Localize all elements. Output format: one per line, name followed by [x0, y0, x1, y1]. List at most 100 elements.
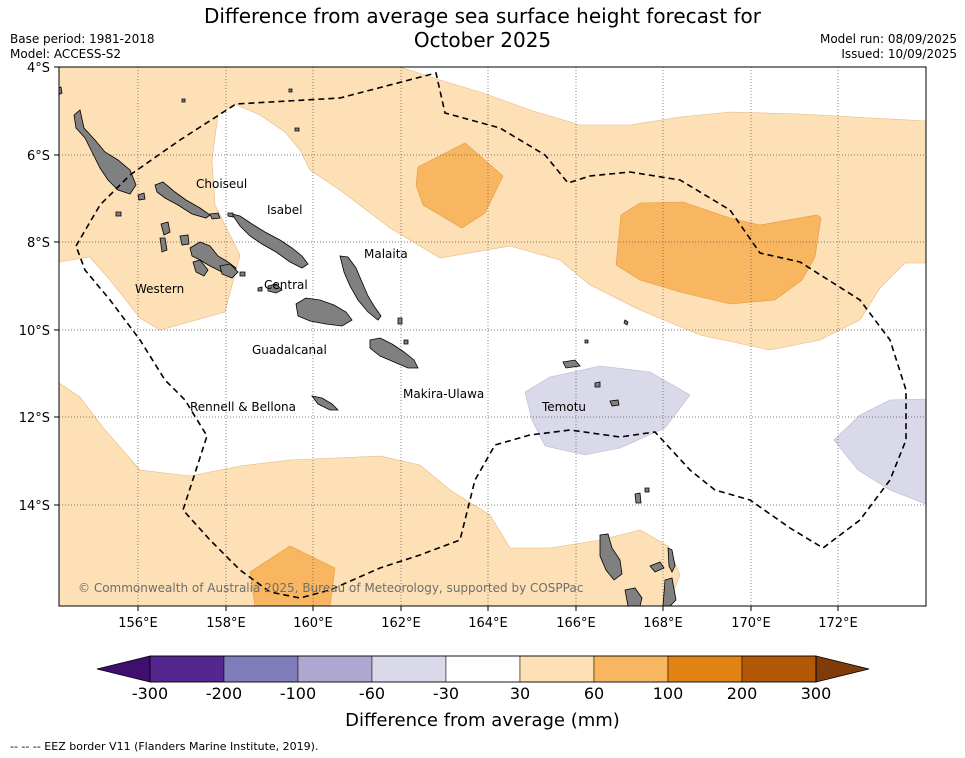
- colorbar-extend-high: [815, 655, 870, 683]
- meta-left: Base period: 1981-2018 Model: ACCESS-S2: [10, 32, 155, 62]
- model-name: Model: ACCESS-S2: [10, 47, 122, 61]
- islet-3: [294, 127, 300, 132]
- ranongga: [159, 237, 168, 253]
- maewo-island: [667, 547, 676, 573]
- anomaly-mid-orange-2: [615, 201, 822, 305]
- colorbar-bin-2: [223, 655, 299, 683]
- lon-label-160: 160°E: [293, 616, 333, 631]
- lon-label-162: 162°E: [381, 616, 421, 631]
- colorbar-extend-low: [96, 655, 151, 683]
- colorbar-bin-7: [593, 655, 669, 683]
- eez-footnote: -- -- -- EEZ border V11 (Flanders Marine…: [10, 740, 319, 753]
- colorbar-outline: [149, 655, 817, 683]
- lat-label-6: 6°S: [27, 149, 50, 164]
- colorbar-bin-3: [297, 655, 373, 683]
- province-labels: Choiseul Isabel Malaita Western Central …: [135, 177, 586, 414]
- vella-lavella: [160, 221, 171, 236]
- colorbar-tick-4: -60: [359, 684, 385, 700]
- rendova: [192, 259, 209, 277]
- colorbar-bin-4: [371, 655, 447, 683]
- choiseul-islet: [209, 212, 221, 220]
- colorbar-bin-1: [149, 655, 225, 683]
- lat-label-4: 4°S: [27, 61, 50, 76]
- lon-label-172: 172°E: [818, 616, 858, 631]
- pentecost: [662, 577, 677, 606]
- ambae-island: [649, 561, 665, 573]
- lat-label-12: 12°S: [19, 411, 50, 426]
- place-label-rennell-bellona: Rennell & Bellona: [190, 400, 296, 414]
- nendo-islet: [594, 381, 601, 388]
- colorbar-tick-9: 200: [727, 684, 758, 700]
- colorbar-tick-2: -200: [206, 684, 242, 700]
- colorbar-tick-7: 60: [584, 684, 604, 700]
- espiritu-santo: [599, 533, 623, 581]
- lon-label-166: 166°E: [556, 616, 596, 631]
- banks-islands: [644, 487, 650, 493]
- tick-marks: [54, 66, 839, 611]
- kolombangara: [179, 234, 190, 246]
- colorbar-tick-5: -30: [433, 684, 459, 700]
- vangunu: [219, 263, 239, 279]
- anomaly-light-orange-south: [59, 382, 681, 606]
- buka-island: [59, 86, 63, 95]
- place-label-makira-ulawa: Makira-Ulawa: [403, 387, 484, 401]
- lon-label-158: 158°E: [206, 616, 246, 631]
- colorbar: [96, 655, 870, 683]
- title-line-1: Difference from average sea surface heig…: [203, 4, 762, 28]
- copyright-notice: © Commonwealth of Australia 2025, Bureau…: [78, 581, 583, 595]
- guadalcanal-island: [295, 297, 353, 327]
- islet-1: [181, 98, 186, 103]
- issued-date: Issued: 10/09/2025: [841, 47, 957, 61]
- place-label-malaita: Malaita: [364, 247, 408, 261]
- ulawa-island: [403, 339, 409, 345]
- vanikoro: [609, 399, 620, 407]
- russell-islands: [239, 271, 246, 277]
- colorbar-tick-10: 300: [801, 684, 832, 700]
- model-run: Model run: 08/09/2025: [819, 32, 957, 46]
- place-label-isabel: Isabel: [267, 203, 302, 217]
- lon-label-156: 156°E: [118, 616, 158, 631]
- islet-5: [115, 211, 122, 217]
- colorbar-bin-5: [445, 655, 521, 683]
- makira-island: [369, 337, 419, 369]
- malaita-island: [339, 255, 382, 321]
- islet-4: [623, 319, 629, 326]
- anomaly-mid-orange-1: [415, 142, 504, 229]
- anomaly-light-purple-2: [833, 398, 926, 505]
- land-masses: [59, 86, 677, 606]
- latitude-labels: 4°S 6°S 8°S 10°S 12°S 14°S: [19, 61, 50, 514]
- small-malaita: [397, 317, 403, 325]
- colorbar-tick-6: 30: [510, 684, 530, 700]
- longitude-labels: 156°E 158°E 160°E 162°E 164°E 166°E 168°…: [118, 616, 858, 631]
- colorbar-title: Difference from average (mm): [345, 710, 620, 731]
- rennell-island: [311, 395, 339, 411]
- map-frame: [58, 66, 927, 607]
- colorbar-ticks: -300 -200 -100 -60 -30 30 60 100 200 300: [132, 684, 831, 700]
- colorbar-bin-6: [519, 655, 595, 683]
- place-label-guadalcanal: Guadalcanal: [252, 343, 327, 357]
- place-label-temotu: Temotu: [541, 400, 586, 414]
- lat-label-14: 14°S: [19, 499, 50, 514]
- title-line-2: October 2025: [413, 28, 552, 52]
- place-label-western: Western: [135, 282, 184, 296]
- choiseul-island: [154, 181, 211, 219]
- malekula: [624, 587, 643, 606]
- tinakula: [584, 339, 589, 344]
- savo-island: [257, 286, 263, 292]
- santa-cruz-islands: [562, 359, 581, 369]
- lon-label-170: 170°E: [731, 616, 771, 631]
- chart-title: Difference from average sea surface heig…: [0, 4, 965, 52]
- shortland-islands: [137, 192, 146, 201]
- eez-border: [75, 72, 907, 599]
- colorbar-tick-1: -300: [132, 684, 168, 700]
- colorbar-bin-8: [667, 655, 743, 683]
- nggela-islands: [267, 283, 283, 294]
- colorbar-bin-9: [741, 655, 817, 683]
- isabel-island: [231, 213, 309, 269]
- lon-label-168: 168°E: [643, 616, 683, 631]
- place-label-choiseul: Choiseul: [196, 177, 247, 191]
- lat-label-10: 10°S: [19, 324, 50, 339]
- map-figure: 4°S 6°S 8°S 10°S 12°S 14°S 156°E 158°E 1…: [19, 61, 927, 700]
- torres-islands: [634, 492, 642, 504]
- colorbar-tick-8: 100: [653, 684, 684, 700]
